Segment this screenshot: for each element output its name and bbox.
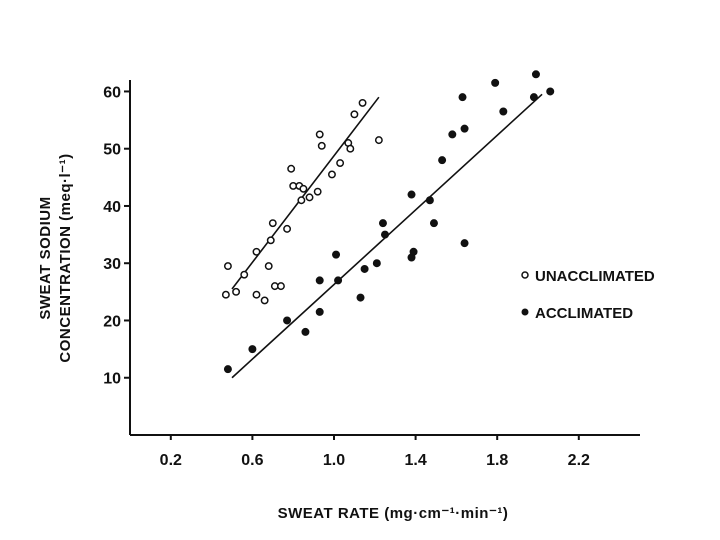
point-acclimated [429, 219, 438, 228]
x-tick-label: 2.2 [568, 452, 590, 469]
axes: 10 20 30 40 50 60 0.2 0.6 1.0 1.4 1.8 2.2 [103, 80, 640, 469]
point-unacclimated [266, 236, 275, 245]
legend-label-acclimated: ACCLIMATED [535, 305, 633, 322]
x-tick-label: 1.8 [486, 452, 508, 469]
point-acclimated [529, 93, 538, 102]
y-tick-label: 40 [103, 199, 121, 216]
point-unacclimated [252, 290, 261, 299]
y-tick-label: 50 [103, 142, 121, 159]
x-axis-title: SWEAT RATE (mg·cm⁻¹·min⁻¹) [278, 505, 509, 522]
point-unacclimated [232, 287, 241, 296]
x-tick-label: 0.2 [160, 452, 182, 469]
point-unacclimated [305, 193, 314, 202]
point-unacclimated [277, 282, 285, 291]
point-acclimated [491, 78, 500, 87]
point-unacclimated [260, 296, 269, 305]
legend-label-unacclimated: UNACCLIMATED [535, 268, 655, 285]
point-unacclimated [223, 262, 232, 271]
point-unacclimated [297, 196, 306, 205]
point-acclimated [356, 293, 365, 302]
point-unacclimated [315, 130, 324, 139]
point-acclimated [372, 259, 381, 268]
point-unacclimated [317, 141, 326, 150]
y-axis-title-line-1: SWEAT SODIUM [37, 196, 54, 319]
point-acclimated [248, 345, 257, 354]
point-acclimated [409, 247, 418, 256]
y-tick-label: 20 [103, 313, 121, 330]
x-tick-label: 0.6 [241, 452, 263, 469]
point-unacclimated [328, 170, 336, 179]
x-tick-label: 1.0 [323, 452, 345, 469]
point-acclimated [448, 130, 457, 139]
point-unacclimated [221, 290, 230, 299]
point-acclimated [460, 124, 469, 133]
point-unacclimated [287, 164, 296, 173]
point-acclimated [425, 196, 434, 205]
point-acclimated [378, 219, 387, 228]
y-tick-label: 30 [103, 256, 121, 273]
point-acclimated [531, 70, 540, 79]
point-acclimated [460, 239, 469, 248]
point-acclimated [283, 316, 292, 325]
point-unacclimated [252, 247, 261, 256]
point-unacclimated [240, 270, 249, 279]
legend: UNACCLIMATED ACCLIMATED [521, 268, 655, 322]
point-acclimated [380, 230, 389, 239]
point-acclimated [546, 87, 555, 96]
point-acclimated [458, 93, 467, 102]
point-unacclimated [268, 219, 277, 228]
fit-line-unacclimated [231, 96, 380, 290]
point-acclimated [438, 156, 447, 165]
point-unacclimated [299, 184, 308, 193]
data-points [221, 70, 555, 374]
y-tick-label: 10 [103, 371, 121, 388]
point-acclimated [360, 264, 369, 273]
point-acclimated [407, 190, 416, 199]
point-unacclimated [346, 144, 355, 153]
legend-marker-acclimated [521, 308, 529, 316]
point-unacclimated [358, 98, 367, 107]
legend-marker-unacclimated [521, 271, 529, 279]
y-axis-title-line-2: CONCENTRATION (meq·l⁻¹) [57, 153, 74, 362]
point-unacclimated [336, 159, 345, 167]
point-unacclimated [350, 110, 359, 119]
axis-labels: SWEAT RATE (mg·cm⁻¹·min⁻¹) SWEAT SODIUM … [37, 153, 508, 522]
x-tick-label: 1.4 [404, 452, 426, 469]
y-tick-label: 60 [103, 84, 121, 101]
point-acclimated [499, 107, 508, 116]
point-acclimated [332, 250, 341, 259]
point-acclimated [301, 327, 310, 336]
point-unacclimated [313, 187, 322, 196]
point-unacclimated [264, 262, 273, 271]
point-acclimated [334, 276, 343, 285]
point-acclimated [315, 307, 324, 316]
point-unacclimated [283, 224, 292, 233]
point-acclimated [315, 276, 324, 285]
point-acclimated [223, 365, 232, 374]
point-unacclimated [374, 136, 383, 145]
